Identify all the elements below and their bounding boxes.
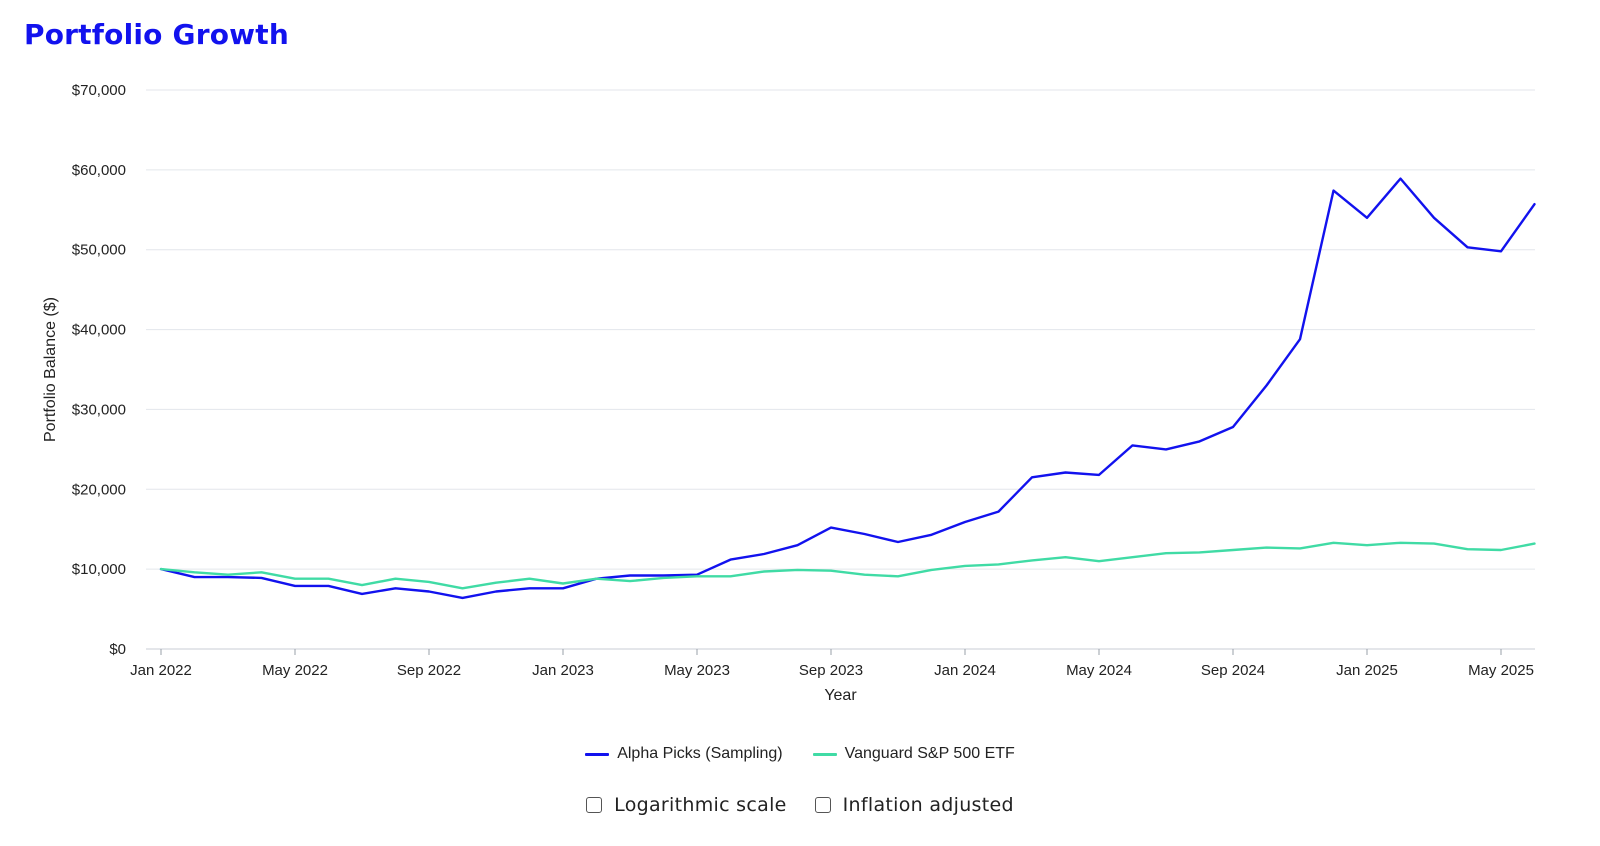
chart-series xyxy=(159,177,1536,600)
legend-swatch-vanguard xyxy=(812,752,837,756)
y-axis-title: Portfolio Balance ($) xyxy=(42,297,59,442)
x-axis-title: Year xyxy=(824,687,857,704)
x-tick-label: Sep 2024 xyxy=(1201,662,1265,679)
x-tick-label: May 2025 xyxy=(1468,662,1534,679)
x-tick-label: Jan 2024 xyxy=(934,662,996,679)
legend-label-vanguard: Vanguard S&P 500 ETF xyxy=(844,745,1015,762)
legend-item-alpha-picks[interactable]: Alpha Picks (Sampling) xyxy=(585,745,783,763)
x-tick-label: May 2023 xyxy=(664,662,730,679)
logarithmic-scale-label: Logarithmic scale xyxy=(614,794,787,816)
series-line-vanguard-s-p-500-etf xyxy=(159,541,1536,590)
legend-label-alpha-picks: Alpha Picks (Sampling) xyxy=(617,745,783,762)
x-tick-label: Jan 2025 xyxy=(1336,662,1398,679)
grid-lines xyxy=(146,89,1535,650)
chart-options: Logarithmic scale Inflation adjusted xyxy=(0,794,1600,816)
y-tick-label: $70,000 xyxy=(72,82,126,99)
x-tick-label: Sep 2023 xyxy=(799,662,863,679)
logarithmic-scale-option[interactable]: Logarithmic scale xyxy=(586,794,787,816)
y-tick-label: $10,000 xyxy=(72,561,126,578)
y-tick-label: $30,000 xyxy=(72,401,126,418)
series-line-alpha-picks-sampling xyxy=(159,177,1536,600)
inflation-adjusted-option[interactable]: Inflation adjusted xyxy=(814,794,1014,816)
chart-axes: $0 $10,000 $20,000 $30,000 $40,000 $50,000 $60… xyxy=(72,82,1534,679)
y-tick-label: $50,000 xyxy=(72,242,126,259)
y-tick-label: $60,000 xyxy=(72,162,126,179)
inflation-adjusted-checkbox[interactable] xyxy=(814,797,831,813)
logarithmic-scale-checkbox[interactable] xyxy=(586,797,603,813)
legend-item-vanguard[interactable]: Vanguard S&P 500 ETF xyxy=(812,745,1015,763)
x-tick-label: May 2022 xyxy=(262,662,328,679)
y-tick-label: $40,000 xyxy=(72,322,126,339)
x-tick-label: Sep 2022 xyxy=(397,662,461,679)
x-tick-label: Jan 2022 xyxy=(130,662,192,679)
page-title: Portfolio Growth xyxy=(24,18,289,51)
y-tick-label: $0 xyxy=(109,641,126,658)
portfolio-growth-chart: $0 $10,000 $20,000 $30,000 $40,000 $50,000 $60… xyxy=(42,82,1536,704)
y-tick-label: $20,000 xyxy=(72,481,126,498)
chart-legend: Alpha Picks (Sampling) Vanguard S&P 500 … xyxy=(0,745,1600,763)
legend-swatch-alpha-picks xyxy=(585,752,610,756)
x-tick-label: Jan 2023 xyxy=(532,662,594,679)
inflation-adjusted-label: Inflation adjusted xyxy=(842,794,1014,816)
x-tick-label: May 2024 xyxy=(1066,662,1132,679)
